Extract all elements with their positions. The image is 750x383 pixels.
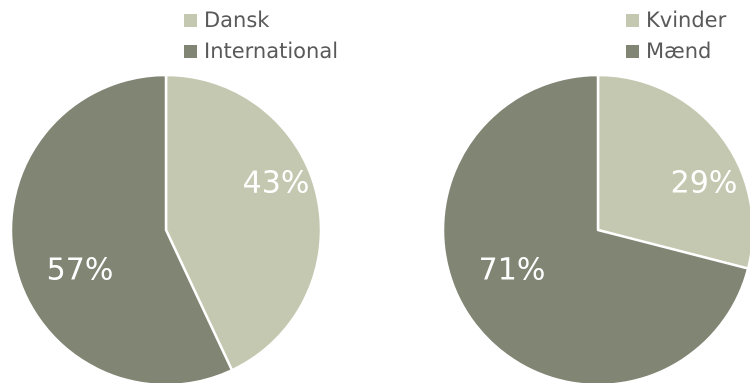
pie-slice-international [9, 73, 234, 383]
legend-swatch-international [184, 45, 197, 58]
data-label-dansk: 43% [243, 166, 310, 201]
legend-label-dansk: Dansk [204, 8, 270, 32]
legend-label-kvinder: Kvinder [646, 8, 727, 32]
legend-label-maend: Mænd [646, 39, 711, 63]
data-label-maend: 71% [479, 253, 546, 288]
pie-slice-kvinder [596, 73, 750, 270]
pie-slice-maend [441, 73, 750, 383]
pie-chart-gender: 29% 71% Kvinder Mænd [441, 8, 750, 383]
pie-chart-nationality: 43% 57% Dansk International [9, 8, 338, 383]
legend-label-international: International [204, 39, 338, 63]
legend-swatch-dansk [184, 14, 197, 27]
legend-swatch-kvinder [626, 14, 639, 27]
data-label-international: 57% [47, 253, 114, 288]
pie-slice-dansk [164, 73, 323, 372]
legend-swatch-maend [626, 45, 639, 58]
data-label-kvinder: 29% [671, 166, 738, 201]
